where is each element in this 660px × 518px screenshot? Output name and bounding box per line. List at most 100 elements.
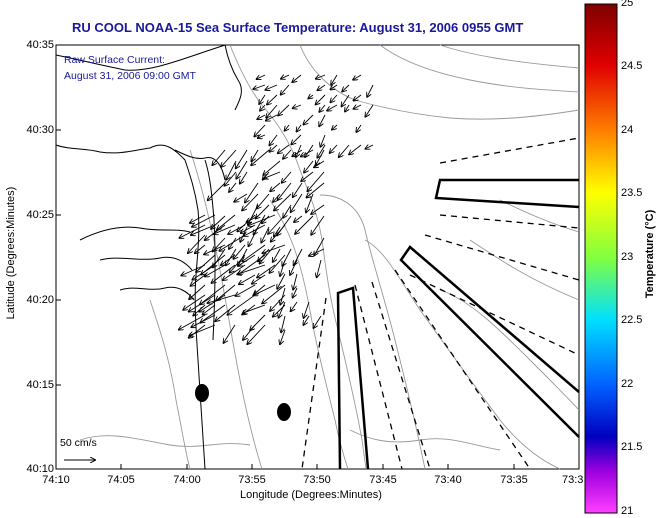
current-vector bbox=[191, 314, 216, 327]
current-vector bbox=[253, 84, 266, 89]
current-vector bbox=[301, 149, 314, 156]
current-vector bbox=[195, 244, 206, 253]
current-legend-line1: Raw Surface Current: bbox=[64, 54, 165, 66]
y-tick-label: 40:15 bbox=[26, 379, 54, 391]
x-tick-label: 73:55 bbox=[238, 474, 266, 486]
current-vector bbox=[221, 149, 237, 167]
current-vector bbox=[311, 204, 325, 214]
current-vector bbox=[188, 234, 206, 253]
current-vector bbox=[229, 182, 237, 192]
current-vector bbox=[280, 259, 286, 276]
current-vector bbox=[239, 274, 256, 284]
current-vector bbox=[200, 304, 226, 323]
current-vector bbox=[356, 124, 362, 132]
current-vector bbox=[306, 182, 325, 198]
colorbar-tick-label: 25 bbox=[621, 0, 634, 9]
current-vector bbox=[191, 224, 216, 235]
current-vector bbox=[262, 244, 286, 253]
current-vector bbox=[223, 264, 246, 280]
current-vector bbox=[226, 248, 237, 265]
current-vector bbox=[280, 287, 286, 305]
current-vector bbox=[221, 254, 236, 265]
current-vector bbox=[242, 193, 259, 210]
current-vector bbox=[208, 182, 226, 200]
y-tick-label: 40:25 bbox=[26, 209, 54, 221]
current-vector bbox=[293, 273, 298, 290]
current-vector bbox=[308, 95, 313, 98]
current-vector bbox=[189, 324, 216, 336]
current-vector bbox=[280, 329, 286, 344]
current-vector bbox=[236, 149, 248, 168]
current-vector bbox=[179, 314, 206, 330]
current-vector bbox=[211, 264, 236, 283]
x-tick-label: 73:3 bbox=[562, 474, 584, 486]
scale-arrow-label: 50 cm/s bbox=[60, 437, 97, 449]
current-vector bbox=[244, 224, 266, 236]
survey-solid-tracks bbox=[336, 178, 580, 470]
current-vector bbox=[203, 304, 216, 314]
current-vector bbox=[273, 248, 281, 262]
current-vector bbox=[262, 215, 270, 223]
current-vector bbox=[282, 171, 292, 183]
current-vector bbox=[330, 144, 338, 153]
current-vector bbox=[238, 254, 256, 266]
coastline bbox=[55, 44, 242, 470]
current-vector bbox=[257, 193, 270, 209]
current-vector bbox=[248, 214, 276, 226]
x-tick-label: 73:45 bbox=[369, 474, 397, 486]
current-vector bbox=[190, 274, 206, 286]
current-vector bbox=[281, 75, 290, 79]
current-vector bbox=[233, 244, 246, 259]
current-vector bbox=[252, 274, 266, 284]
axis-ticks bbox=[56, 129, 515, 469]
x-tick-label: 74:10 bbox=[42, 474, 70, 486]
current-vector bbox=[293, 182, 303, 197]
current-vector bbox=[235, 284, 256, 296]
current-vector bbox=[196, 254, 216, 272]
current-vector bbox=[331, 74, 338, 85]
current-vector bbox=[243, 304, 266, 313]
current-vector bbox=[193, 304, 206, 316]
current-vector bbox=[225, 171, 237, 186]
current-vector bbox=[251, 149, 270, 165]
current-vector bbox=[330, 94, 338, 102]
current-vector bbox=[319, 104, 326, 112]
current-vector bbox=[251, 149, 259, 161]
current-vector bbox=[307, 171, 325, 191]
colorbar-tick-label: 24 bbox=[621, 124, 634, 136]
current-vector bbox=[267, 94, 278, 105]
x-tick-label: 73:35 bbox=[500, 474, 528, 486]
current-vector bbox=[237, 264, 266, 274]
current-vector bbox=[240, 171, 248, 184]
current-vector bbox=[327, 104, 338, 111]
current-vector bbox=[303, 315, 310, 325]
current-vector bbox=[216, 284, 236, 301]
current-vector bbox=[259, 94, 266, 104]
current-vector bbox=[190, 214, 206, 223]
current-vector bbox=[317, 84, 326, 90]
current-vector bbox=[367, 84, 374, 97]
current-vector bbox=[283, 149, 292, 159]
current-vector bbox=[212, 149, 226, 165]
x-axis-label: Longitude (Degrees:Minutes) bbox=[240, 489, 382, 501]
current-vector bbox=[229, 237, 237, 249]
current-vector bbox=[242, 244, 266, 261]
current-vector bbox=[332, 125, 338, 130]
current-vector bbox=[349, 144, 362, 154]
current-vector bbox=[316, 94, 326, 104]
current-vector bbox=[365, 145, 374, 149]
current-vector bbox=[257, 114, 266, 119]
current-vector bbox=[305, 144, 314, 157]
current-vector bbox=[291, 301, 298, 311]
current-vector bbox=[213, 248, 226, 267]
current-vector bbox=[270, 182, 281, 191]
current-vector bbox=[228, 224, 246, 234]
current-vector bbox=[320, 134, 326, 147]
current-vector bbox=[314, 160, 325, 167]
current-vector bbox=[264, 171, 281, 178]
current-vector bbox=[316, 149, 325, 165]
current-vector bbox=[319, 114, 326, 126]
current-vector bbox=[342, 84, 350, 92]
current-vector bbox=[353, 74, 362, 80]
